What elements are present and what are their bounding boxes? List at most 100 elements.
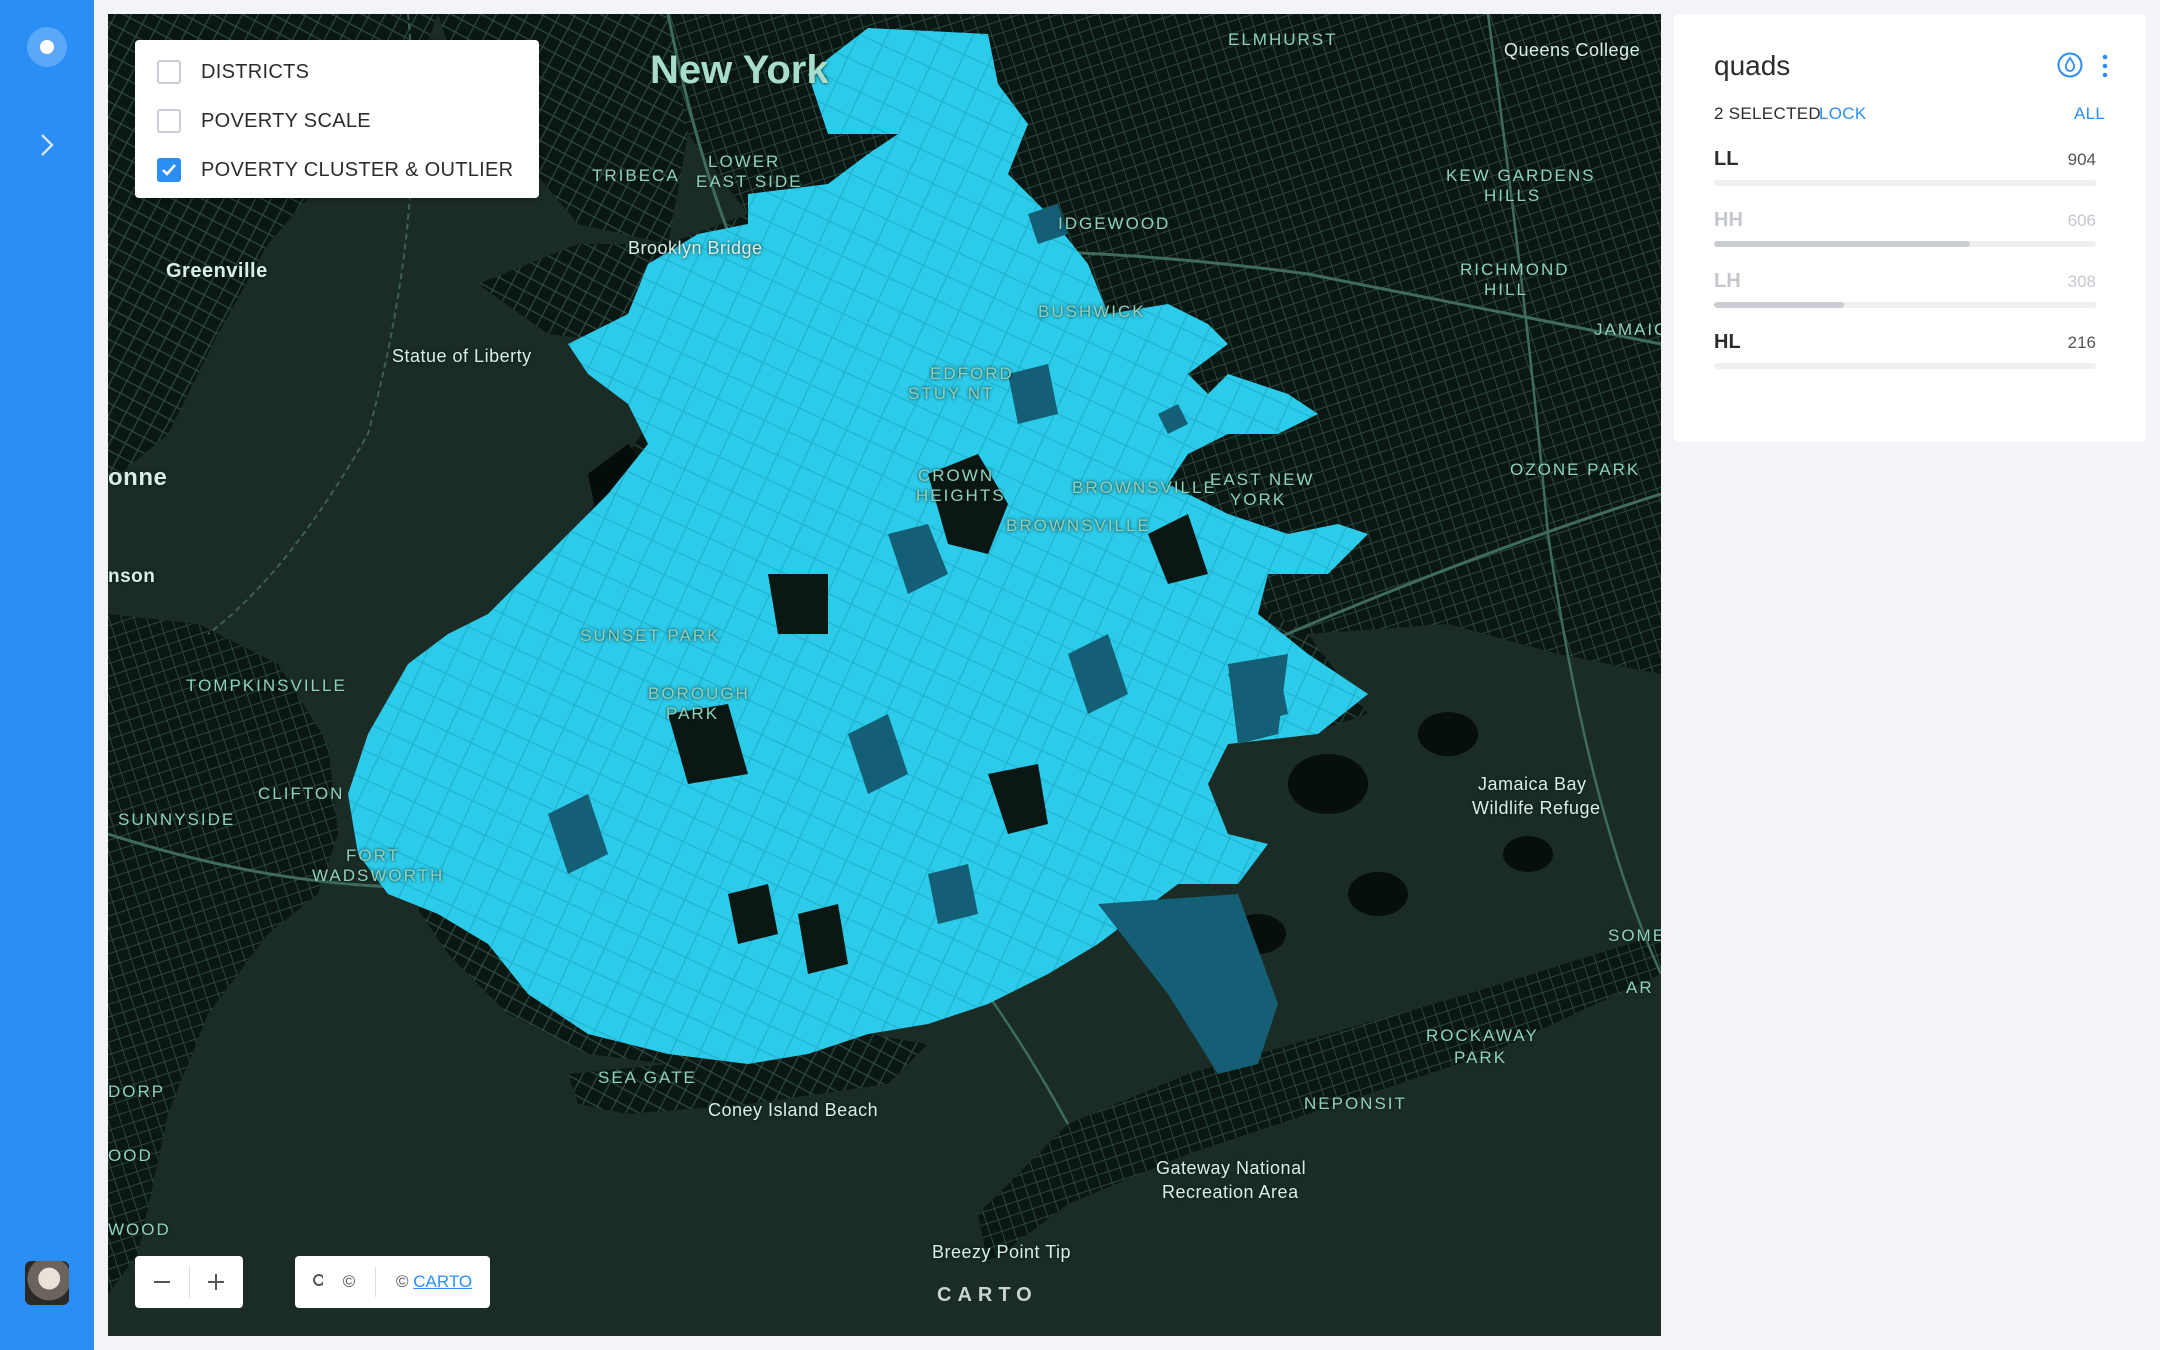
map-label-east-new-york: YORK [1230, 490, 1287, 509]
category-widget: quads 2 SELECTED LOCK ALL LL 904 HH 606 … [1674, 14, 2146, 442]
map-label-kew-gardens: KEW GARDENS [1446, 166, 1596, 185]
map-label-crown: CROWN [918, 466, 995, 485]
category-value: 904 [2067, 150, 2096, 169]
attribution-text: © CARTO [396, 1272, 473, 1291]
layer-label-districts: DISTRICTS [201, 60, 310, 83]
map-canvas[interactable]: New York ELMHURST Queens College TRIBECA… [108, 14, 1661, 1336]
category-value: 216 [2067, 333, 2096, 352]
map-label-sunnyside: SUNNYSIDE [118, 810, 236, 829]
map-label-sea-gate: SEA GATE [598, 1068, 697, 1087]
map-label-brooklyn-bridge: Brooklyn Bridge [628, 238, 763, 258]
map-label-east-side: EAST SIDE [696, 172, 803, 191]
layer-selector-panel: DISTRICTS POVERTY SCALE POVERTY CLUSTER … [135, 40, 539, 198]
map-label-borough: BOROUGH [648, 684, 750, 703]
map-label-richmond: RICHMOND [1460, 260, 1570, 279]
map-label-tribeca: TRIBECA [592, 166, 680, 185]
expand-sidebar-chevron-icon[interactable] [32, 130, 62, 160]
layer-option-poverty-scale[interactable]: POVERTY SCALE [157, 106, 371, 136]
map-label-breezy-point: Breezy Point Tip [932, 1242, 1072, 1262]
checkmark-icon [162, 164, 176, 176]
widget-options-kebab-icon[interactable] [2102, 54, 2108, 78]
map-label-ridgewood: IDGEWOOD [1058, 214, 1171, 233]
layer-option-districts[interactable]: DISTRICTS [157, 57, 309, 87]
map-label-rockaway-park: PARK [1454, 1048, 1508, 1067]
layer-label-poverty-cluster: POVERTY CLUSTER & OUTLIER [201, 158, 514, 181]
map-label-clifton: CLIFTON [258, 784, 345, 803]
category-name: HL [1714, 331, 1741, 353]
layer-option-poverty-cluster[interactable]: POVERTY CLUSTER & OUTLIER [157, 155, 513, 185]
hl-cluster-block [1098, 894, 1278, 1074]
category-hl[interactable]: HL 216 [1714, 331, 2096, 371]
category-bar-hh [1714, 241, 1970, 247]
category-name: HH [1714, 209, 1743, 231]
category-value: 308 [2067, 272, 2096, 291]
selected-count: 2 SELECTED [1714, 104, 1821, 123]
map-label-richmond-hill: HILL [1484, 280, 1528, 299]
map-label-bushwick: BUSHWICK [1038, 302, 1146, 321]
map-label-kew-gardens-hills: HILLS [1484, 186, 1542, 205]
category-hh[interactable]: HH 606 [1714, 209, 2096, 249]
map-label-somerville: SOME [1608, 926, 1661, 945]
map-label-fort: FORT [346, 846, 400, 865]
category-bar-lh [1714, 302, 1844, 308]
attribution-control: © © CARTO [323, 1256, 490, 1308]
map-label-fort-wadsworth: WADSWORTH [312, 866, 445, 885]
attribution-toggle[interactable]: © [323, 1267, 376, 1297]
widget-title: quads [1714, 50, 1791, 81]
map-label-new-york: New York [650, 48, 829, 92]
ll-cluster-area [348, 28, 1368, 1064]
map-label-queens-college: Queens College [1504, 40, 1641, 60]
map-label-rockaway: ROCKAWAY [1426, 1026, 1539, 1045]
map-label-ood: OOD [108, 1146, 153, 1165]
map-label-brownsville-north: BROWNSVILLE [1072, 478, 1217, 497]
map-label-coney-island: Coney Island Beach [708, 1100, 879, 1120]
map-label-crown-heights: HEIGHTS [916, 486, 1006, 505]
map-label-bayonne: onne [108, 464, 168, 491]
category-lh[interactable]: LH 308 [1714, 270, 2096, 310]
user-avatar[interactable] [25, 1261, 69, 1305]
map-label-borough-park: PARK [666, 704, 720, 723]
map-label-bedford-stuy: STUY NT [908, 384, 995, 403]
map-label-lower: LOWER [708, 152, 781, 171]
poverty-scale-checkbox[interactable] [157, 109, 181, 133]
zoom-controls [135, 1256, 243, 1308]
map-label-recreation-area: Recreation Area [1162, 1182, 1299, 1202]
carto-attribution-link[interactable]: CARTO [413, 1272, 473, 1291]
category-name: LL [1714, 148, 1739, 170]
map-basemap [108, 14, 1661, 1294]
map-label-sunset-park: SUNSET PARK [580, 626, 721, 645]
select-all-button[interactable]: ALL [2074, 104, 2106, 123]
minus-icon [153, 1281, 170, 1283]
map-label-brownsville: BROWNSVILLE [1006, 516, 1151, 535]
map-label-dorp: DORP [108, 1082, 166, 1101]
districts-checkbox[interactable] [157, 60, 181, 84]
map-label-ozone-park: OZONE PARK [1510, 460, 1641, 479]
layer-label-poverty-scale: POVERTY SCALE [201, 109, 371, 132]
map-label-gateway: Gateway National [1156, 1158, 1307, 1178]
category-name: LH [1714, 270, 1741, 292]
zoom-out-button[interactable] [135, 1256, 189, 1308]
carto-logo-icon[interactable] [27, 27, 67, 67]
map-label-elmhurst: ELMHURST [1228, 30, 1338, 49]
category-ll[interactable]: LL 904 [1714, 148, 2096, 188]
map-label-jamaica: JAMAICA [1594, 320, 1661, 339]
map-label-bedford: EDFORD [930, 364, 1014, 383]
plus-icon [208, 1274, 225, 1290]
map-label-arverne: AR [1626, 978, 1654, 997]
map-label-statue-of-liberty: Statue of Liberty [392, 346, 532, 366]
map-label-wildlife-refuge: Wildlife Refuge [1472, 798, 1601, 818]
zoom-in-button[interactable] [189, 1256, 243, 1308]
category-bar-hl [1714, 363, 1806, 369]
map-label-east-new: EAST NEW [1210, 470, 1315, 489]
poverty-cluster-checkbox[interactable] [157, 158, 181, 182]
map-label-greenville: Greenville [166, 260, 268, 282]
map-label-neponsit: NEPONSIT [1304, 1094, 1407, 1113]
map-label-wood: WOOD [108, 1220, 171, 1239]
map-label-bronson: nson [108, 566, 156, 587]
color-by-drop-icon[interactable] [2057, 52, 2083, 78]
category-bar-ll [1714, 180, 2096, 186]
lock-button[interactable]: LOCK [1819, 104, 1867, 123]
left-sidebar [0, 0, 94, 1350]
carto-watermark: CARTO [937, 1284, 1038, 1306]
category-value: 606 [2067, 211, 2096, 230]
